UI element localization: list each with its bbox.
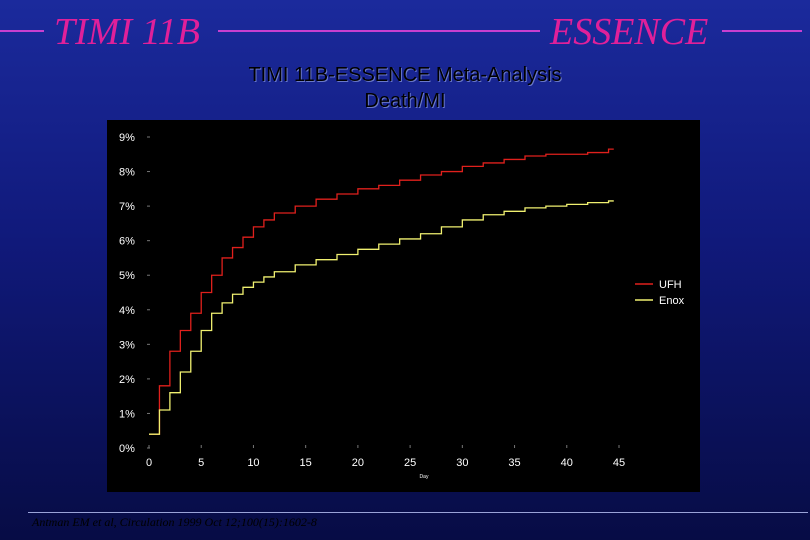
citation: Antman EM et al, Circulation 1999 Oct 12… bbox=[32, 515, 317, 529]
y-tick-label: 8% bbox=[119, 167, 135, 179]
y-tick-label: 5% bbox=[119, 270, 135, 282]
y-tick-label: 0% bbox=[119, 443, 135, 455]
x-tick-label: 15 bbox=[300, 457, 312, 469]
x-tick-label: 0 bbox=[146, 457, 152, 469]
y-tick-label: 3% bbox=[119, 339, 135, 351]
x-tick-label: 45 bbox=[613, 457, 625, 469]
legend-label: Enox bbox=[659, 295, 685, 307]
x-tick-label: 40 bbox=[561, 457, 573, 469]
header-rule-right bbox=[722, 30, 802, 32]
y-tick-label: 1% bbox=[119, 408, 135, 420]
header-rule-middle bbox=[218, 30, 540, 32]
y-tick-label: 6% bbox=[119, 236, 135, 248]
y-tick-label: 4% bbox=[119, 305, 135, 317]
chart-subheading: Death/MI bbox=[364, 90, 446, 112]
header-title-left: TIMI 11B bbox=[54, 11, 200, 53]
header-title-right: ESSENCE bbox=[550, 11, 709, 53]
x-axis-label: Day bbox=[420, 474, 429, 480]
legend-label: UFH bbox=[659, 279, 682, 291]
series-line-ufh bbox=[149, 148, 614, 435]
x-tick-label: 20 bbox=[352, 457, 364, 469]
x-tick-label: 25 bbox=[404, 457, 416, 469]
chart-heading: TIMI 11B-ESSENCE Meta-Analysis bbox=[248, 64, 562, 86]
y-tick-label: 7% bbox=[119, 201, 135, 213]
kaplan-meier-chart: 0% 1% 2% 3% 4% 5% 6% 7% 8% 9% 0 5 10 15 20 25 30 35 40 45 Da… bbox=[107, 120, 700, 492]
x-tick-label: 10 bbox=[247, 457, 259, 469]
x-tick-label: 5 bbox=[198, 457, 204, 469]
footer-rule bbox=[28, 512, 808, 513]
series-line-enox bbox=[149, 200, 614, 435]
y-tick-label: 9% bbox=[119, 132, 135, 144]
x-tick-label: 35 bbox=[508, 457, 520, 469]
header-rule-left bbox=[0, 30, 44, 32]
x-tick-label: 30 bbox=[456, 457, 468, 469]
y-tick-label: 2% bbox=[119, 374, 135, 386]
